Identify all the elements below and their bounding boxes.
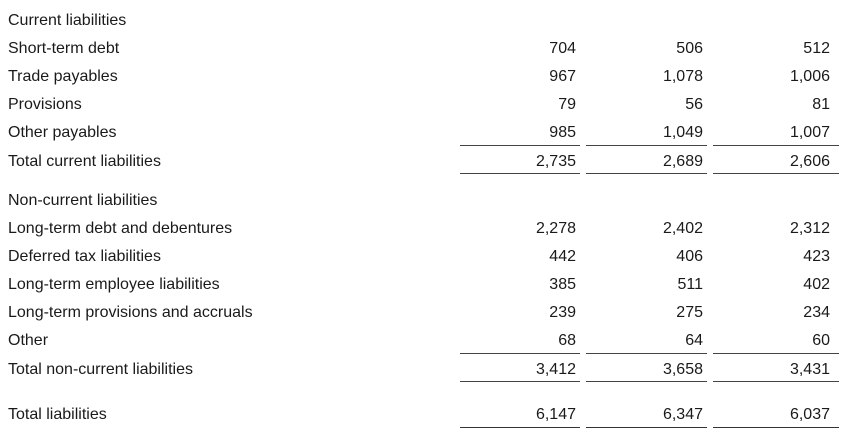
row-value-col1: 68	[558, 332, 576, 349]
row-label: Long-term debt and debentures	[8, 220, 233, 237]
total-rule-col2	[586, 173, 707, 174]
grand-total-rule-col2	[586, 427, 707, 428]
grand-total-value-col3: 6,037	[789, 406, 830, 423]
total-value-col1: 2,735	[535, 153, 576, 170]
row-value-col3: 402	[803, 276, 830, 293]
row-value-col2: 275	[676, 304, 703, 321]
row-value-col2: 511	[677, 276, 703, 293]
row-value-col3: 1,007	[789, 124, 830, 141]
row-value-col2: 506	[676, 40, 703, 57]
row-value-col1: 985	[549, 124, 576, 141]
subtotal-rule-col1	[460, 353, 580, 354]
section-heading-label: Non-current liabilities	[8, 192, 158, 209]
grand-total-label: Total liabilities	[8, 406, 107, 423]
row-value-col1: 2,278	[535, 220, 576, 237]
row-value-col2: 2,402	[662, 220, 703, 237]
table-row: Deferred tax liabilities 442 406 423	[0, 245, 853, 269]
row-value-col1: 442	[549, 248, 576, 265]
section-heading-noncurrent: Non-current liabilities	[0, 189, 853, 213]
row-label: Long-term provisions and accruals	[8, 304, 253, 321]
total-row-current: Total current liabilities 2,735 2,689 2,…	[0, 150, 853, 174]
row-value-col3: 81	[812, 96, 830, 113]
grand-total-rule-col3	[713, 427, 839, 428]
row-value-col3: 2,312	[789, 220, 830, 237]
subtotal-rule-col3	[713, 353, 839, 354]
row-value-col1: 79	[558, 96, 576, 113]
total-row-liabilities: Total liabilities 6,147 6,347 6,037	[0, 403, 853, 427]
total-value-col2: 3,658	[662, 361, 703, 378]
row-value-col3: 60	[812, 332, 830, 349]
row-value-col1: 704	[549, 40, 576, 57]
row-label: Short-term debt	[8, 40, 120, 57]
total-label: Total current liabilities	[8, 153, 161, 170]
grand-total-rule-col1	[460, 427, 580, 428]
table-row: Other payables 985 1,049 1,007	[0, 121, 853, 145]
row-value-col3: 512	[803, 40, 830, 57]
table-row: Short-term debt 704 506 512	[0, 37, 853, 61]
total-value-col1: 3,412	[535, 361, 576, 378]
total-value-col3: 3,431	[789, 361, 830, 378]
section-heading-label: Current liabilities	[8, 12, 127, 29]
table-row: Trade payables 967 1,078 1,006	[0, 65, 853, 89]
row-value-col1: 385	[549, 276, 576, 293]
subtotal-rule-col2	[586, 353, 707, 354]
row-value-col1: 239	[549, 304, 576, 321]
row-value-col2: 406	[676, 248, 703, 265]
row-value-col3: 1,006	[789, 68, 830, 85]
total-value-col2: 2,689	[662, 153, 703, 170]
total-rule-col3	[713, 173, 839, 174]
row-value-col3: 234	[803, 304, 830, 321]
row-label: Trade payables	[8, 68, 118, 85]
table-row: Long-term provisions and accruals 239 27…	[0, 301, 853, 325]
row-label: Other payables	[8, 124, 117, 141]
table-row: Long-term debt and debentures 2,278 2,40…	[0, 217, 853, 241]
total-rule-col3	[713, 381, 839, 382]
row-label: Deferred tax liabilities	[8, 248, 161, 265]
total-rule-col1	[460, 173, 580, 174]
subtotal-rule-col1	[460, 145, 580, 146]
row-value-col2: 64	[685, 332, 703, 349]
grand-total-value-col2: 6,347	[662, 406, 703, 423]
table-row: Provisions 79 56 81	[0, 93, 853, 117]
total-row-noncurrent: Total non-current liabilities 3,412 3,65…	[0, 358, 853, 382]
total-label: Total non-current liabilities	[8, 361, 193, 378]
row-value-col2: 1,049	[662, 124, 703, 141]
table-row: Long-term employee liabilities 385 511 4…	[0, 273, 853, 297]
row-value-col1: 967	[549, 68, 576, 85]
section-heading-current: Current liabilities	[0, 9, 853, 33]
grand-total-value-col1: 6,147	[535, 406, 576, 423]
row-label: Other	[8, 332, 49, 349]
row-value-col2: 56	[685, 96, 703, 113]
total-rule-col2	[586, 381, 707, 382]
total-rule-col1	[460, 381, 580, 382]
subtotal-rule-col3	[713, 145, 839, 146]
row-label: Provisions	[8, 96, 82, 113]
table-row: Other 68 64 60	[0, 329, 853, 353]
row-value-col2: 1,078	[662, 68, 703, 85]
subtotal-rule-col2	[586, 145, 707, 146]
row-value-col3: 423	[803, 248, 830, 265]
total-value-col3: 2,606	[789, 153, 830, 170]
row-label: Long-term employee liabilities	[8, 276, 220, 293]
